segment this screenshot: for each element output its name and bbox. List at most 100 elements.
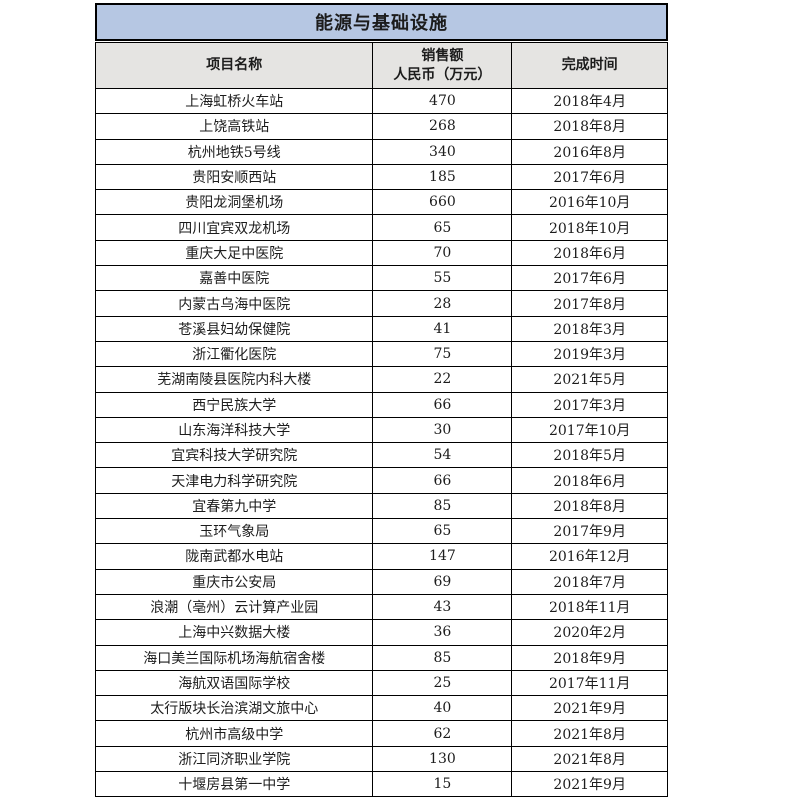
completion-date-cell: 2016年12月 xyxy=(511,543,668,570)
table-row: 重庆大足中医院 70 2018年6月 xyxy=(94,239,668,267)
project-name-cell: 上饶高铁站 xyxy=(94,113,374,140)
sales-amount-cell: 40 xyxy=(372,695,513,722)
sales-amount-cell: 66 xyxy=(372,467,513,494)
table-row: 浙江衢化医院 75 2019年3月 xyxy=(94,340,668,368)
completion-date-cell: 2021年9月 xyxy=(511,771,668,798)
project-name-cell: 贵阳安顺西站 xyxy=(94,163,374,191)
sales-amount-cell: 25 xyxy=(372,669,513,697)
sales-amount-cell: 185 xyxy=(372,163,513,191)
completion-date-cell: 2020年2月 xyxy=(511,619,668,646)
completion-date-cell: 2018年7月 xyxy=(511,568,668,595)
completion-date-cell: 2018年4月 xyxy=(511,87,668,115)
table-row: 芜湖南陵县医院内科大楼 22 2021年5月 xyxy=(94,366,668,393)
project-name-cell: 浙江同济职业学院 xyxy=(94,745,374,773)
completion-date-cell: 2017年3月 xyxy=(511,391,668,418)
project-name-cell: 杭州地铁5号线 xyxy=(94,138,374,165)
sales-amount-cell: 22 xyxy=(372,366,513,393)
table-row: 西宁民族大学 66 2017年3月 xyxy=(94,391,668,418)
completion-date-cell: 2018年8月 xyxy=(511,492,668,520)
column-header-completion-time: 完成时间 xyxy=(511,42,668,89)
completion-date-cell: 2018年3月 xyxy=(511,315,668,342)
completion-date-cell: 2017年6月 xyxy=(511,163,668,191)
sales-amount-cell: 85 xyxy=(372,644,513,671)
completion-date-cell: 2017年9月 xyxy=(511,518,668,545)
completion-date-cell: 2018年11月 xyxy=(511,593,668,621)
completion-date-cell: 2017年8月 xyxy=(511,290,668,317)
project-name-cell: 杭州市高级中学 xyxy=(94,720,374,747)
table-row: 贵阳龙洞堡机场 660 2016年10月 xyxy=(94,189,668,216)
project-name-cell: 浙江衢化医院 xyxy=(94,340,374,368)
project-name-cell: 上海中兴数据大楼 xyxy=(94,619,374,646)
sales-amount-cell: 28 xyxy=(372,290,513,317)
project-name-cell: 西宁民族大学 xyxy=(94,391,374,418)
sales-amount-cell: 62 xyxy=(372,720,513,747)
table-row: 浪潮（亳州）云计算产业园 43 2018年11月 xyxy=(94,593,668,621)
project-name-cell: 十堰房县第一中学 xyxy=(94,771,374,798)
energy-infrastructure-table: 能源与基础设施 项目名称 销售额 人民币（万元） 完成时间 上海虹桥火车站 47… xyxy=(94,3,668,798)
sales-amount-cell: 147 xyxy=(372,543,513,570)
project-name-cell: 浪潮（亳州）云计算产业园 xyxy=(94,593,374,621)
sales-amount-cell: 30 xyxy=(372,416,513,444)
sales-amount-cell: 660 xyxy=(372,189,513,216)
completion-date-cell: 2021年8月 xyxy=(511,745,668,773)
completion-date-cell: 2017年11月 xyxy=(511,669,668,697)
sales-amount-cell: 70 xyxy=(372,239,513,267)
completion-date-cell: 2018年6月 xyxy=(511,467,668,494)
sales-amount-cell: 54 xyxy=(372,442,513,469)
project-name-cell: 贵阳龙洞堡机场 xyxy=(94,189,374,216)
completion-date-cell: 2018年8月 xyxy=(511,113,668,140)
project-name-cell: 太行版块长治滨湖文旅中心 xyxy=(94,695,374,722)
project-name-cell: 内蒙古乌海中医院 xyxy=(94,290,374,317)
table-row: 重庆市公安局 69 2018年7月 xyxy=(94,568,668,595)
sales-amount-cell: 65 xyxy=(372,518,513,545)
sales-amount-cell: 470 xyxy=(372,87,513,115)
sales-amount-cell: 65 xyxy=(372,214,513,241)
data-table: 项目名称 销售额 人民币（万元） 完成时间 上海虹桥火车站 470 2018年4… xyxy=(94,42,668,798)
sales-amount-cell: 85 xyxy=(372,492,513,520)
sales-amount-cell: 15 xyxy=(372,771,513,798)
project-name-cell: 芜湖南陵县医院内科大楼 xyxy=(94,366,374,393)
table-row: 山东海洋科技大学 30 2017年10月 xyxy=(94,416,668,444)
completion-date-cell: 2017年10月 xyxy=(511,416,668,444)
sales-amount-cell: 268 xyxy=(372,113,513,140)
table-row: 天津电力科学研究院 66 2018年6月 xyxy=(94,467,668,494)
table-row: 苍溪县妇幼保健院 41 2018年3月 xyxy=(94,315,668,342)
completion-date-cell: 2016年8月 xyxy=(511,138,668,165)
table-row: 陇南武都水电站 147 2016年12月 xyxy=(94,543,668,570)
completion-date-cell: 2021年5月 xyxy=(511,366,668,393)
sales-amount-cell: 36 xyxy=(372,619,513,646)
header-row: 项目名称 销售额 人民币（万元） 完成时间 xyxy=(94,42,668,89)
table-row: 杭州市高级中学 62 2021年8月 xyxy=(94,720,668,747)
sales-amount-cell: 69 xyxy=(372,568,513,595)
table-row: 海口美兰国际机场海航宿舍楼 85 2018年9月 xyxy=(94,644,668,671)
column-header-sales: 销售额 人民币（万元） xyxy=(372,42,513,89)
project-name-cell: 四川宜宾双龙机场 xyxy=(94,214,374,241)
project-name-cell: 嘉善中医院 xyxy=(94,265,374,292)
project-name-cell: 玉环气象局 xyxy=(94,518,374,545)
sales-amount-cell: 130 xyxy=(372,745,513,773)
project-name-cell: 海口美兰国际机场海航宿舍楼 xyxy=(94,644,374,671)
table-row: 十堰房县第一中学 15 2021年9月 xyxy=(94,771,668,798)
sales-amount-cell: 340 xyxy=(372,138,513,165)
completion-date-cell: 2018年10月 xyxy=(511,214,668,241)
sales-amount-cell: 55 xyxy=(372,265,513,292)
project-name-cell: 山东海洋科技大学 xyxy=(94,416,374,444)
table-row: 玉环气象局 65 2017年9月 xyxy=(94,518,668,545)
completion-date-cell: 2018年9月 xyxy=(511,644,668,671)
completion-date-cell: 2018年5月 xyxy=(511,442,668,469)
sales-amount-cell: 41 xyxy=(372,315,513,342)
table-row: 海航双语国际学校 25 2017年11月 xyxy=(94,669,668,697)
project-name-cell: 重庆大足中医院 xyxy=(94,239,374,267)
sales-amount-cell: 66 xyxy=(372,391,513,418)
sales-amount-cell: 43 xyxy=(372,593,513,621)
table-row: 嘉善中医院 55 2017年6月 xyxy=(94,265,668,292)
project-name-cell: 海航双语国际学校 xyxy=(94,669,374,697)
table-row: 浙江同济职业学院 130 2021年8月 xyxy=(94,745,668,773)
project-name-cell: 苍溪县妇幼保健院 xyxy=(94,315,374,342)
table-row: 宜宾科技大学研究院 54 2018年5月 xyxy=(94,442,668,469)
project-name-cell: 重庆市公安局 xyxy=(94,568,374,595)
project-name-cell: 宜春第九中学 xyxy=(94,492,374,520)
sales-amount-cell: 75 xyxy=(372,340,513,368)
table-row: 内蒙古乌海中医院 28 2017年8月 xyxy=(94,290,668,317)
table-row: 四川宜宾双龙机场 65 2018年10月 xyxy=(94,214,668,241)
